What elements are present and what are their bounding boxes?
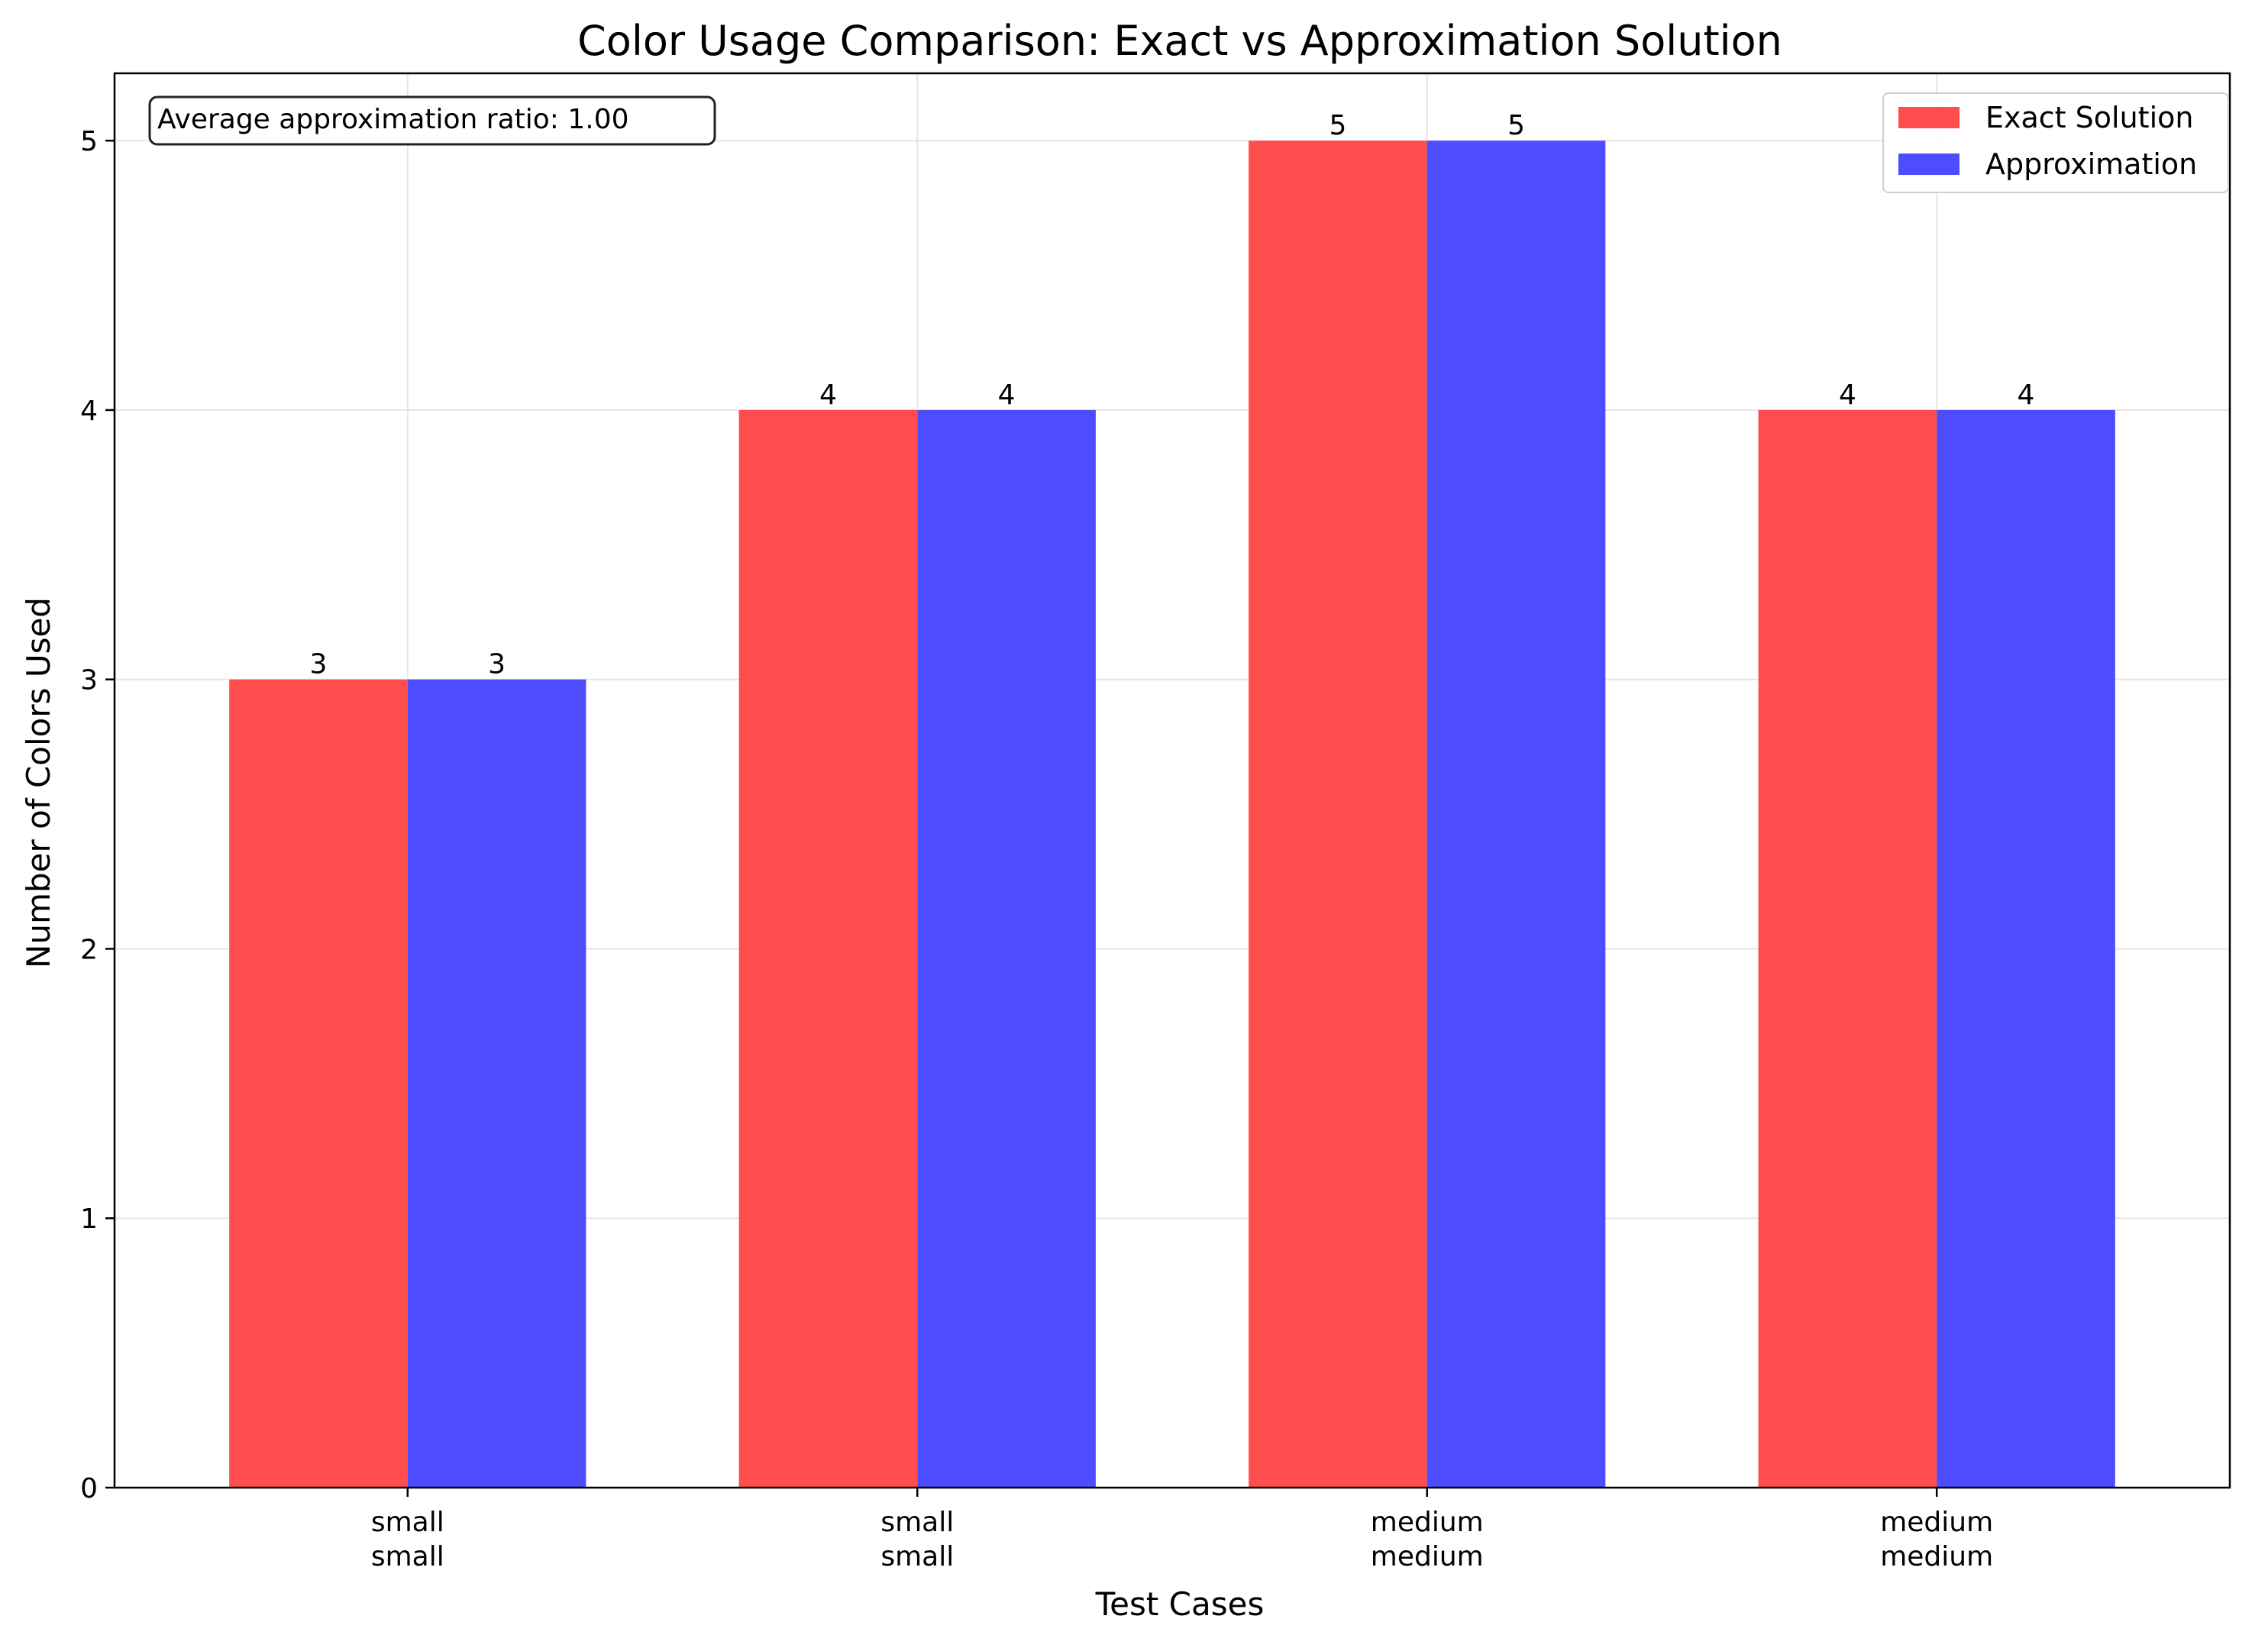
chart-title: Color Usage Comparison: Exact vs Approxi… (577, 17, 1782, 65)
x-tick-label: medium (1371, 1541, 1484, 1572)
plot-frame (113, 72, 2231, 1489)
data-label-1-1: 4 (998, 380, 1016, 411)
data-label-0-2: 5 (1329, 110, 1346, 141)
x-axis-title: Test Cases (1095, 1585, 1265, 1623)
y-tick-label: 0 (80, 1473, 98, 1504)
legend: Exact Solution Approximation (1882, 92, 2229, 193)
data-label-0-3: 4 (1839, 380, 1856, 411)
legend-frame (1882, 92, 2229, 193)
legend-label-exact: Exact Solution (1985, 101, 2193, 134)
data-labels: 3 4 5 4 3 4 5 4 (310, 110, 2035, 680)
bar-1-2 (1426, 141, 1606, 1488)
axes: 012345smallsmallsmallsmallmediummediumme… (80, 72, 2231, 1572)
bar-0-0 (229, 679, 408, 1488)
x-tick-label: medium (1880, 1507, 1993, 1538)
legend-swatch-exact (1898, 107, 1959, 128)
bar-1-3 (1937, 409, 2115, 1488)
bar-0-3 (1758, 409, 1937, 1488)
x-tick-label: small (371, 1507, 444, 1538)
legend-label-approximation: Approximation (1985, 147, 2197, 181)
bar-1-0 (407, 679, 586, 1488)
legend-swatch-approximation (1898, 153, 1959, 175)
y-tick-label: 5 (80, 126, 98, 157)
data-label-1-2: 5 (1507, 110, 1525, 141)
x-tick-label: medium (1371, 1507, 1484, 1538)
bar-0-2 (1249, 141, 1427, 1488)
x-tick-label: small (880, 1541, 954, 1572)
bar-1-1 (917, 409, 1096, 1488)
data-label-0-1: 4 (819, 380, 837, 411)
x-tick-label: small (371, 1541, 444, 1572)
y-tick-label: 3 (80, 665, 98, 696)
annotation-box: Average approximation ratio: 1.00 (148, 95, 716, 146)
annotation-text: Average approximation ratio: 1.00 (157, 104, 629, 135)
annotation-frame (148, 95, 716, 146)
bar-0-1 (738, 409, 918, 1488)
y-tick-label: 4 (80, 396, 98, 427)
data-label-0-0: 3 (310, 649, 328, 680)
data-label-1-0: 3 (488, 649, 506, 680)
data-label-1-3: 4 (2018, 380, 2035, 411)
x-tick-label: medium (1880, 1541, 1993, 1572)
y-tick-label: 1 (80, 1204, 98, 1235)
x-tick-label: small (880, 1507, 954, 1538)
y-axis-title: Number of Colors Used (20, 597, 57, 968)
y-tick-label: 2 (80, 934, 98, 965)
bars (229, 141, 2115, 1488)
